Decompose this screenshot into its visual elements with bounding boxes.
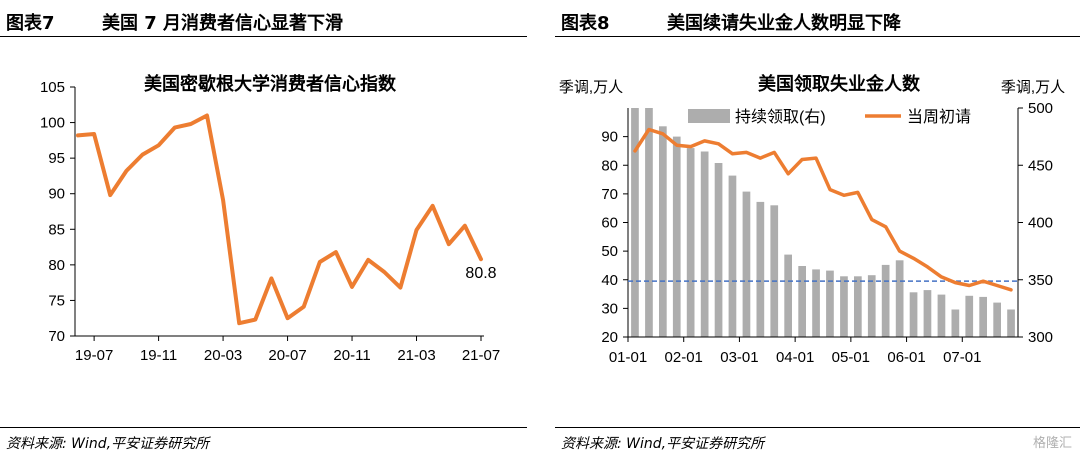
x-tick-label: 21-03	[397, 347, 435, 364]
x-tick-label: 05-01	[832, 349, 870, 366]
right-panel-header: 图表8 美国续请失业金人数明显下降	[555, 4, 1080, 37]
x-tick-label: 20-11	[333, 347, 370, 364]
left-y-tick-label: 70	[601, 186, 618, 203]
bar	[784, 254, 792, 337]
bar	[714, 163, 723, 337]
consumer-confidence-chart: 美国密歇根大学消费者信心指数 70 75 80 85 90 95 100 105 19-07 19…	[40, 73, 500, 364]
y-tick-label: 75	[48, 292, 65, 309]
left-panel-source: 资料来源: Wind,平安证券研究所	[0, 427, 527, 456]
bar	[937, 294, 946, 337]
series-line	[76, 113, 483, 326]
chart-legend: 持续领取(右) 当周初请	[688, 108, 971, 126]
legend-bar-swatch	[688, 109, 730, 123]
bar	[686, 148, 695, 337]
x-tick-label: 20-03	[204, 347, 242, 364]
bar	[742, 191, 751, 337]
bar	[840, 276, 848, 337]
x-tick-label: 06-01	[887, 349, 925, 366]
left-panel-header: 图表7 美国 7 月消费者信心显著下滑	[0, 4, 527, 37]
right-y-tick-label: 300	[1028, 329, 1053, 346]
bar	[672, 136, 681, 337]
left-axis-unit: 季调,万人	[559, 79, 623, 96]
bar	[812, 269, 820, 337]
bar	[798, 266, 806, 337]
bar	[923, 290, 932, 337]
legend-line-label: 当周初请	[907, 108, 971, 126]
x-tick-label: 19-07	[75, 347, 113, 364]
chart-title: 美国领取失业金人数	[758, 73, 921, 94]
right-y-tick-label: 400	[1028, 215, 1053, 232]
watermark: 格隆汇	[1032, 436, 1072, 451]
bar	[645, 108, 653, 337]
right-y-tick-label: 500	[1028, 100, 1053, 117]
figure-label: 图表8	[561, 13, 610, 34]
x-tick-label: 20-07	[268, 347, 306, 364]
figure-label: 图表7	[6, 13, 55, 34]
bar	[909, 292, 918, 337]
bar	[965, 295, 974, 337]
x-tick-label: 03-01	[720, 349, 758, 366]
bar	[951, 309, 960, 337]
y-tick-label: 105	[40, 79, 65, 96]
bar	[867, 275, 876, 337]
bar	[700, 151, 709, 337]
left-y-tick-label: 20	[601, 329, 618, 346]
x-tick-label: 02-01	[665, 349, 703, 366]
source-text: 资料来源: Wind,平安证券研究所	[6, 436, 210, 452]
right-axis-unit: 季调,万人	[1001, 79, 1065, 96]
bar	[631, 108, 639, 337]
left-y-tick-label: 50	[601, 243, 618, 260]
bar	[1007, 309, 1015, 337]
x-tick-label: 04-01	[776, 349, 814, 366]
left-y-tick-label: 30	[601, 300, 618, 317]
source-text: 资料来源: Wind,平安证券研究所	[561, 436, 765, 452]
right-panel: 图表8 美国续请失业金人数明显下降 美国领取失业金人数 季调,万人 季调,万人 …	[555, 0, 1080, 459]
bar	[993, 302, 1001, 337]
bar	[979, 296, 987, 337]
bar	[826, 270, 834, 337]
y-tick-label: 95	[48, 150, 65, 167]
left-panel: 图表7 美国 7 月消费者信心显著下滑 美国密歇根大学消费者信心指数 70 75 8…	[0, 0, 527, 459]
bar	[881, 264, 890, 337]
right-panel-source: 资料来源: Wind,平安证券研究所	[555, 427, 1080, 456]
x-tick-label: 19-11	[140, 347, 177, 364]
left-y-tick-label: 60	[601, 215, 618, 232]
chart-title: 美国密歇根大学消费者信心指数	[144, 73, 397, 94]
x-tick-label: 01-01	[609, 349, 647, 366]
y-tick-label: 90	[48, 186, 65, 203]
bar	[770, 205, 779, 337]
unemployment-claims-chart: 美国领取失业金人数 季调,万人 季调,万人 20 30 40 50 60 70 80 90 30…	[559, 73, 1065, 366]
end-value-label: 80.8	[465, 265, 496, 282]
figure-title: 美国 7 月消费者信心显著下滑	[102, 13, 344, 34]
x-tick-label: 07-01	[943, 349, 981, 366]
left-y-tick-label: 40	[601, 272, 618, 289]
y-tick-label: 85	[48, 221, 65, 238]
bar	[895, 260, 904, 337]
bar	[756, 201, 765, 337]
bar	[854, 276, 862, 337]
bar	[728, 175, 737, 337]
x-tick-label: 21-07	[462, 347, 500, 364]
series-line	[633, 127, 1013, 292]
bar	[659, 126, 667, 337]
y-tick-label: 100	[40, 115, 65, 132]
right-y-tick-label: 350	[1028, 272, 1053, 289]
y-tick-label: 70	[48, 328, 65, 345]
legend-bar-label: 持续领取(右)	[735, 108, 826, 126]
y-tick-label: 80	[48, 257, 65, 274]
left-y-tick-label: 80	[601, 157, 618, 174]
figure-title: 美国续请失业金人数明显下降	[667, 13, 901, 34]
right-y-tick-label: 450	[1028, 157, 1053, 174]
left-y-tick-label: 90	[601, 129, 618, 146]
